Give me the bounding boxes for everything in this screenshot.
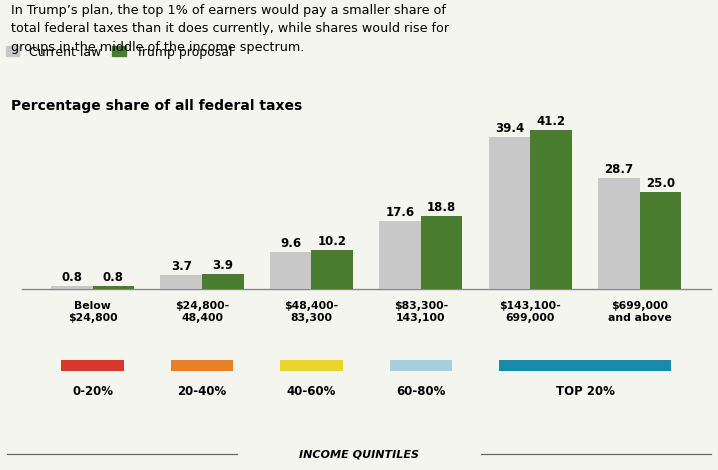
Text: $83,300-
143,100: $83,300- 143,100 <box>393 301 448 323</box>
Text: 25.0: 25.0 <box>646 177 675 190</box>
Text: Percentage share of all federal taxes: Percentage share of all federal taxes <box>11 99 302 113</box>
Text: 9.6: 9.6 <box>280 237 302 250</box>
Bar <box>531 130 572 289</box>
Text: $24,800-
48,400: $24,800- 48,400 <box>175 301 229 323</box>
Text: 28.7: 28.7 <box>605 163 633 176</box>
Text: $48,400-
83,300: $48,400- 83,300 <box>284 301 339 323</box>
Text: 60-80%: 60-80% <box>396 385 446 399</box>
Bar <box>489 137 531 289</box>
Text: Below
$24,800: Below $24,800 <box>67 301 118 323</box>
Text: 10.2: 10.2 <box>318 235 347 248</box>
Bar <box>51 286 93 289</box>
Text: $699,000
and above: $699,000 and above <box>608 301 671 323</box>
Bar <box>202 274 243 289</box>
Bar <box>421 216 462 289</box>
Bar <box>161 275 202 289</box>
Text: In Trump’s plan, the top 1% of earners would pay a smaller share of
total federa: In Trump’s plan, the top 1% of earners w… <box>11 4 449 54</box>
Bar <box>598 178 640 289</box>
Text: 41.2: 41.2 <box>536 115 566 128</box>
Legend: Current law, Trump proposal: Current law, Trump proposal <box>6 46 232 59</box>
Text: 3.9: 3.9 <box>213 259 233 272</box>
Text: 0-20%: 0-20% <box>72 385 113 399</box>
Text: $143,100-
699,000: $143,100- 699,000 <box>500 301 561 323</box>
Text: 18.8: 18.8 <box>427 202 457 214</box>
Bar <box>640 192 681 289</box>
Bar <box>312 250 353 289</box>
Text: INCOME QUINTILES: INCOME QUINTILES <box>299 450 419 460</box>
Bar <box>379 221 421 289</box>
Text: 40-60%: 40-60% <box>286 385 336 399</box>
Text: 39.4: 39.4 <box>495 122 524 135</box>
Text: 0.8: 0.8 <box>61 271 83 284</box>
Bar <box>93 286 134 289</box>
Text: 20-40%: 20-40% <box>177 385 227 399</box>
Bar <box>270 252 312 289</box>
Text: 17.6: 17.6 <box>386 206 415 219</box>
Text: 0.8: 0.8 <box>103 271 124 284</box>
Text: TOP 20%: TOP 20% <box>556 385 615 399</box>
Text: 3.7: 3.7 <box>171 260 192 273</box>
